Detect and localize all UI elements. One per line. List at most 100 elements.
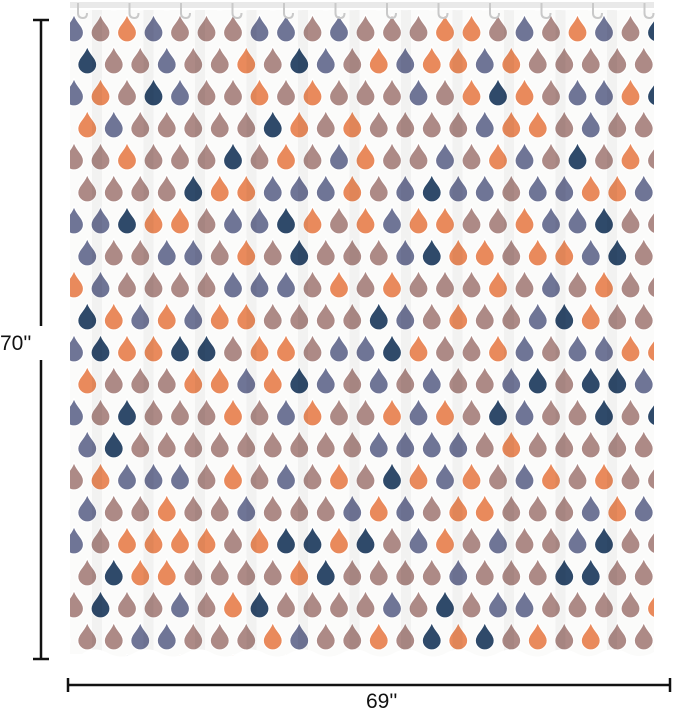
teardrop — [474, 493, 495, 523]
teardrop — [116, 13, 138, 43]
teardrop — [302, 141, 323, 171]
teardrop — [262, 109, 283, 139]
teardrop — [222, 205, 244, 235]
teardrop — [289, 237, 310, 267]
teardrop — [408, 333, 429, 363]
teardrop — [116, 461, 138, 491]
teardrop — [315, 621, 336, 651]
teardrop — [131, 686, 150, 711]
teardrop — [116, 269, 138, 299]
teardrop — [567, 141, 588, 171]
teardrop — [209, 429, 230, 459]
teardrop — [90, 397, 111, 427]
fold-shade — [453, 10, 463, 660]
teardrop — [169, 13, 191, 43]
teardrop — [328, 525, 350, 555]
teardrop — [315, 45, 336, 75]
teardrop — [381, 141, 403, 171]
teardrop — [103, 429, 124, 459]
teardrop — [381, 333, 403, 363]
hook-icon — [231, 3, 243, 20]
fold-shade — [504, 10, 514, 660]
teardrop — [448, 429, 469, 459]
teardrop — [275, 461, 297, 491]
teardrop — [262, 621, 283, 651]
teardrop — [143, 525, 164, 555]
teardrop — [143, 333, 164, 363]
teardrop — [143, 13, 164, 43]
teardrop — [315, 429, 336, 459]
teardrop — [103, 557, 124, 587]
teardrop — [90, 269, 111, 299]
teardrop — [116, 525, 138, 555]
teardrop — [116, 333, 138, 363]
teardrop — [593, 141, 615, 171]
teardrop — [395, 301, 416, 331]
teardrop — [421, 493, 442, 523]
teardrop — [90, 333, 111, 363]
teardrop — [646, 589, 654, 619]
teardrop — [222, 525, 244, 555]
teardrop — [302, 269, 323, 299]
teardrop — [567, 525, 588, 555]
teardrop — [130, 237, 151, 267]
teardrop — [501, 429, 522, 459]
teardrop — [527, 237, 548, 267]
teardrop — [275, 525, 297, 555]
teardrop — [183, 493, 204, 523]
teardrop — [196, 13, 217, 43]
teardrop — [315, 109, 336, 139]
teardrop — [169, 333, 191, 363]
hook-icon — [437, 3, 449, 20]
teardrop — [474, 109, 495, 139]
teardrop — [674, 654, 679, 682]
teardrop — [77, 621, 98, 651]
teardrop — [209, 493, 230, 523]
teardrop — [302, 333, 323, 363]
teardrop — [156, 237, 177, 267]
teardrop — [633, 429, 654, 459]
teardrop — [540, 205, 562, 235]
teardrop — [608, 686, 627, 711]
teardrop — [646, 333, 654, 363]
teardrop — [196, 525, 217, 555]
teardrop — [262, 173, 283, 203]
teardrop — [70, 557, 71, 587]
teardrop — [421, 301, 442, 331]
teardrop — [249, 13, 270, 43]
fold-shade — [92, 10, 102, 660]
teardrop — [130, 429, 151, 459]
teardrop — [540, 333, 562, 363]
hook-icon — [334, 3, 346, 20]
teardrop — [461, 397, 482, 427]
teardrop — [103, 301, 124, 331]
teardrop — [116, 141, 138, 171]
teardrop — [196, 653, 217, 657]
teardrop — [593, 461, 615, 491]
teardrop — [289, 429, 310, 459]
teardrop — [302, 589, 323, 619]
teardrop — [289, 365, 310, 395]
teardrop — [249, 461, 270, 491]
teardrop — [501, 45, 522, 75]
teardrop — [474, 621, 495, 651]
teardrop — [70, 525, 85, 555]
teardrop — [209, 365, 230, 395]
teardrop — [421, 109, 442, 139]
teardrop — [249, 525, 270, 555]
teardrop — [70, 333, 85, 363]
hook-icon — [180, 3, 191, 20]
teardrop — [381, 653, 403, 657]
teardrop — [381, 461, 403, 491]
teardrop — [130, 493, 151, 523]
teardrop — [328, 461, 350, 491]
teardrop — [381, 589, 403, 619]
teardrop — [169, 525, 191, 555]
teardrop — [342, 365, 363, 395]
teardrop — [315, 493, 336, 523]
teardrop — [448, 301, 469, 331]
teardrop — [580, 493, 601, 523]
width-label: 69'' — [366, 690, 398, 711]
teardrop — [514, 461, 535, 491]
teardrop — [70, 45, 71, 75]
